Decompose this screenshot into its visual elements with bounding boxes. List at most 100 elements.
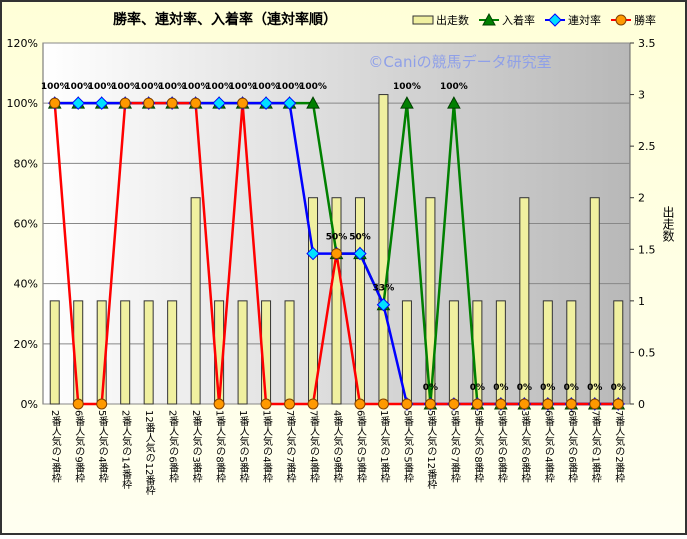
data-label: 100% bbox=[135, 82, 163, 92]
legend-label: 連対率 bbox=[568, 13, 601, 27]
bar bbox=[284, 300, 295, 405]
data-label: 100% bbox=[111, 82, 139, 92]
x-tick-label: 7番人気の2番枠 bbox=[613, 410, 625, 484]
marker bbox=[212, 96, 226, 110]
marker bbox=[376, 298, 391, 312]
bar bbox=[378, 94, 389, 405]
x-tick-label: 3番人気の6番枠 bbox=[519, 410, 531, 484]
x-tick-label: 6番人気の4番枠 bbox=[542, 410, 554, 484]
bar bbox=[143, 300, 154, 405]
bar bbox=[120, 300, 131, 405]
bar bbox=[519, 197, 530, 405]
y2-tick-label: 2 bbox=[638, 192, 645, 205]
data-label: 50% bbox=[326, 233, 348, 243]
x-tick-label: 2番人気の3番枠 bbox=[190, 410, 202, 484]
watermark: ©Caniの競馬データ研究室 bbox=[368, 53, 551, 71]
y2-tick-label: 3 bbox=[638, 89, 645, 102]
x-tick-label: 6番人気の9番枠 bbox=[73, 410, 85, 484]
y2-tick-label: 3.5 bbox=[638, 37, 656, 50]
marker bbox=[447, 96, 461, 109]
marker bbox=[96, 398, 108, 410]
data-label: 100% bbox=[299, 82, 327, 92]
x-tick-label: 5番人気の4番枠 bbox=[96, 410, 108, 484]
marker bbox=[213, 398, 225, 410]
data-label: 50% bbox=[349, 233, 371, 243]
bar bbox=[354, 197, 365, 405]
marker bbox=[190, 97, 202, 109]
x-tick-label: 12番人気の12番枠 bbox=[143, 410, 155, 496]
x-tick-label: 2番人気の6番枠 bbox=[167, 410, 179, 484]
x-tick-label: 2番人気の14番枠 bbox=[120, 410, 132, 490]
marker bbox=[471, 398, 483, 410]
bar bbox=[331, 197, 342, 405]
x-tick-label: 5番人気の7番枠 bbox=[448, 410, 460, 484]
x-tick-label: 5番人気の12番枠 bbox=[425, 410, 437, 490]
data-label: 100% bbox=[229, 82, 257, 92]
marker bbox=[542, 398, 554, 410]
marker bbox=[306, 96, 320, 109]
marker bbox=[119, 97, 131, 109]
x-tick-label: 5番人気の6番枠 bbox=[495, 410, 507, 484]
marker bbox=[282, 96, 297, 110]
marker bbox=[612, 398, 624, 410]
x-tick-label: 7番人気の7番枠 bbox=[284, 410, 296, 484]
marker bbox=[237, 97, 249, 109]
marker bbox=[306, 246, 320, 261]
bar bbox=[167, 300, 178, 405]
bar bbox=[49, 300, 60, 405]
bar bbox=[190, 197, 201, 405]
y2-axis-label: 出走数 bbox=[661, 206, 675, 243]
marker bbox=[49, 97, 61, 109]
x-tick-label: 7番人気の1番枠 bbox=[589, 410, 601, 484]
y-tick-label: 0% bbox=[21, 398, 38, 411]
marker bbox=[482, 12, 496, 26]
data-label: 100% bbox=[205, 82, 233, 92]
data-label: 0% bbox=[564, 383, 579, 393]
data-label: 0% bbox=[587, 383, 602, 393]
legend-label: 出走数 bbox=[436, 13, 469, 27]
marker bbox=[401, 398, 413, 410]
x-tick-label: 5番人気の5番枠 bbox=[401, 410, 413, 484]
data-label: 100% bbox=[252, 82, 280, 92]
x-tick-label: 1番人気の4番枠 bbox=[261, 410, 273, 484]
x-tick-label: 7番人気の4番枠 bbox=[308, 410, 320, 484]
marker bbox=[143, 97, 155, 109]
marker bbox=[495, 398, 507, 410]
data-label: 100% bbox=[440, 82, 468, 92]
marker bbox=[259, 96, 273, 110]
x-tick-label: 2番人気の7番枠 bbox=[49, 410, 61, 484]
marker bbox=[71, 96, 85, 110]
data-label: 0% bbox=[540, 383, 555, 393]
marker bbox=[615, 14, 627, 26]
y-tick-label: 100% bbox=[7, 97, 38, 110]
bar bbox=[589, 197, 600, 405]
x-tick-label: 5番人気の8番枠 bbox=[472, 410, 484, 484]
y-tick-label: 60% bbox=[14, 218, 38, 231]
data-label: 0% bbox=[423, 383, 438, 393]
marker bbox=[166, 97, 178, 109]
data-label: 0% bbox=[611, 383, 626, 393]
marker bbox=[284, 398, 296, 410]
data-label: 0% bbox=[493, 383, 508, 393]
legend-label: 勝率 bbox=[634, 13, 656, 27]
marker bbox=[589, 398, 601, 410]
chart-title: 勝率、連対率、入着率（連対率順） bbox=[113, 11, 337, 28]
y-tick-label: 80% bbox=[14, 157, 38, 170]
marker bbox=[400, 96, 414, 109]
marker bbox=[424, 398, 436, 410]
data-label: 100% bbox=[276, 82, 304, 92]
marker bbox=[518, 398, 530, 410]
y-tick-label: 120% bbox=[7, 37, 38, 50]
marker bbox=[448, 398, 460, 410]
marker bbox=[94, 96, 109, 110]
y2-tick-label: 0 bbox=[638, 398, 645, 411]
marker bbox=[354, 398, 366, 410]
legend-swatch bbox=[412, 15, 434, 25]
marker bbox=[72, 398, 84, 410]
y2-tick-label: 1.5 bbox=[638, 243, 656, 256]
data-label: 100% bbox=[158, 82, 186, 92]
marker bbox=[548, 13, 562, 27]
marker bbox=[331, 248, 342, 260]
x-tick-label: 6番人気の6番枠 bbox=[566, 410, 578, 484]
